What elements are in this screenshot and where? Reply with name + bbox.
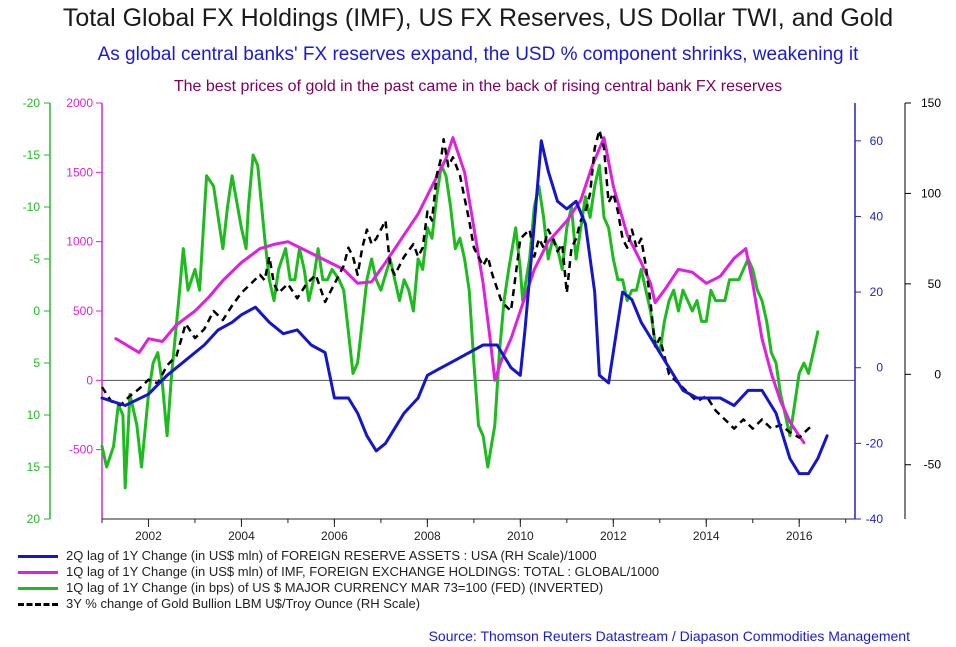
chart-source: Source: Thomson Reuters Datastream / Dia… [428,628,910,644]
chart-subtitle: As global central banks' FX reserves exp… [97,44,859,65]
black-axis-tick-label: 100 [921,186,941,200]
legend-swatch-green [18,587,58,590]
black-axis-tick-label: 150 [921,96,941,110]
series-line-gold [100,128,814,439]
x-axis-tick-label: 2004 [228,529,255,543]
blue-axis-tick-label: -40 [866,512,884,526]
series-line-usd-twi [100,153,820,490]
legend-label: 3Y % change of Gold Bullion LBM U$/Troy … [66,596,421,611]
green-axis-tick-label: -5 [29,252,40,266]
green-axis-tick-label: 20 [27,512,41,526]
green-axis-tick-label: 5 [33,356,40,370]
x-axis-tick-label: 2006 [321,529,348,543]
blue-axis-tick-label: 0 [876,361,883,375]
blue-axis-tick-label: 40 [870,209,884,223]
x-axis-tick-label: 2008 [414,529,441,543]
chart-subtitle-secondary: The best prices of gold in the past came… [173,78,783,95]
magenta-axis-tick-label: -500 [69,443,93,457]
green-axis-tick-label: -15 [23,148,41,162]
black-axis-tick-label: 50 [928,277,942,291]
x-axis-tick-label: 2012 [600,529,627,543]
legend-swatch-black-dashed [18,603,58,606]
blue-axis-tick-label: 60 [870,134,884,148]
green-axis-tick-label: -10 [23,200,41,214]
x-axis-tick-label: 2010 [507,529,534,543]
black-axis-tick-label: 0 [934,367,941,381]
green-axis-tick-label: -20 [23,96,41,110]
green-axis-tick-label: 0 [33,304,40,318]
legend-swatch-blue [18,555,58,558]
series-line-global-fx [114,136,806,445]
green-axis-tick-label: 15 [27,460,41,474]
magenta-axis-tick-label: 0 [86,373,93,387]
legend-label: 2Q lag of 1Y Change (in US$ mln) of FORE… [66,548,597,563]
legend-label: 1Q lag of 1Y Change (in bps) of US $ MAJ… [66,580,604,595]
x-axis-tick-label: 2002 [135,529,162,543]
magenta-axis-tick-label: 500 [73,304,93,318]
blue-axis-tick-label: -20 [866,436,884,450]
magenta-axis-tick-label: 1500 [66,165,93,179]
blue-axis-tick-label: 20 [870,285,884,299]
black-axis-tick-label: -50 [924,458,942,472]
magenta-axis-tick-label: 1000 [66,235,93,249]
magenta-axis-tick-label: 2000 [66,96,93,110]
legend-label: 1Q lag of 1Y Change (in US$ mln) of IMF,… [66,564,660,579]
x-axis-tick-label: 2014 [693,529,720,543]
legend-swatch-magenta [18,571,58,574]
green-axis-tick-label: 10 [27,408,41,422]
series-line-us-reserves [100,139,829,476]
chart-title: Total Global FX Holdings (IMF), US FX Re… [62,4,894,32]
x-axis-tick-label: 2016 [786,529,813,543]
